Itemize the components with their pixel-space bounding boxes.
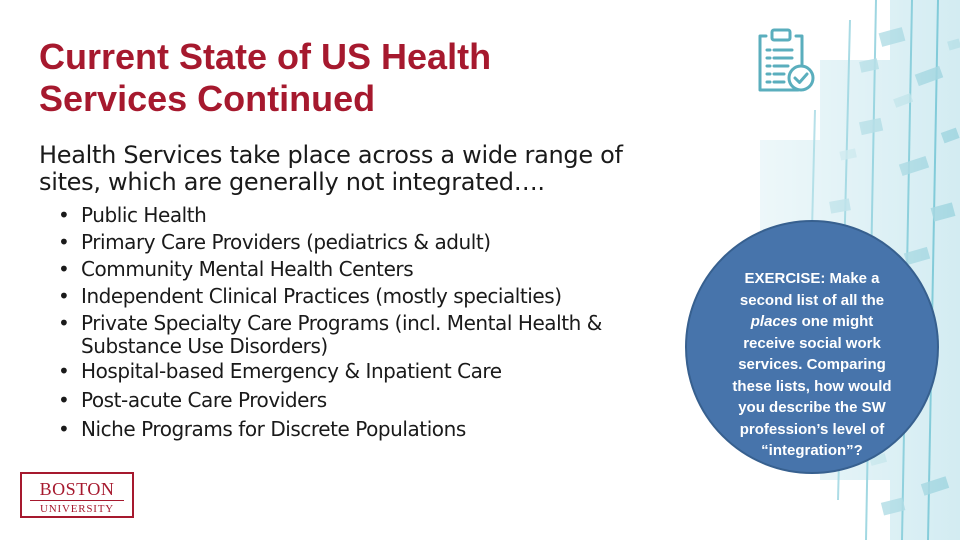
bullet-icon: • — [58, 311, 70, 335]
title-line: Current State of US Health — [39, 36, 492, 77]
bullet-icon: • — [58, 203, 70, 227]
exercise-line: “integration”? — [761, 442, 863, 459]
bullet-icon: • — [58, 284, 70, 308]
exercise-text: EXERCISE: Make a second list of all the … — [705, 268, 919, 462]
bullet-icon: • — [58, 359, 70, 383]
list-item-text: Primary Care Providers (pediatrics & adu… — [81, 230, 491, 254]
intro-line: Health Services take place across a wide… — [39, 141, 623, 169]
bullet-icon: • — [58, 230, 70, 254]
list-item: • Private Specialty Care Programs (incl. … — [55, 312, 655, 358]
list-item: • Independent Clinical Practices (mostly … — [55, 285, 655, 308]
exercise-label: EXERCISE: — [744, 270, 826, 287]
list-item-text: Independent Clinical Practices (mostly s… — [81, 284, 562, 308]
list-item: • Post-acute Care Providers — [55, 389, 655, 412]
slide-title: Current State of US Health Services Cont… — [39, 36, 699, 120]
list-item: • Primary Care Providers (pediatrics & ad… — [55, 231, 655, 254]
exercise-emphasis: places — [750, 313, 798, 330]
exercise-line: these lists, how would — [732, 377, 892, 395]
list-item-text: Private Specialty Care Programs (incl. M… — [81, 311, 602, 335]
list-item: • Niche Programs for Discrete Populations — [55, 418, 655, 441]
exercise-line: profession’s level of — [739, 420, 885, 438]
bullet-icon: • — [58, 257, 70, 281]
list-item-text: Post-acute Care Providers — [81, 388, 327, 412]
exercise-line: second list of all the — [739, 291, 885, 309]
list-item: • Hospital-based Emergency & Inpatient Ca… — [55, 360, 655, 383]
exercise-line: services. Comparing — [738, 356, 886, 373]
bullet-icon: • — [58, 417, 70, 441]
list-item-text: Hospital-based Emergency & Inpatient Car… — [81, 359, 502, 383]
title-line: Services Continued — [39, 78, 376, 119]
list-item-text: Public Health — [81, 203, 207, 227]
exercise-line: you describe the SW — [738, 399, 886, 416]
list-item-text: Substance Use Disorders) — [81, 334, 328, 358]
logo-rule — [30, 500, 124, 501]
boston-university-logo: BOSTON UNIVERSITY — [20, 472, 134, 518]
exercise-line: Make a — [825, 270, 880, 287]
clipboard-check-icon — [758, 28, 815, 92]
intro-text: Health Services take place across a wide… — [39, 142, 729, 196]
bullet-list: • Public Health • Primary Care Providers (… — [55, 204, 655, 447]
logo-line-1: BOSTON — [39, 479, 115, 499]
list-item: • Public Health — [55, 204, 655, 227]
exercise-line: receive social work — [743, 334, 881, 352]
exercise-line: one might — [797, 313, 874, 330]
list-item-text: Niche Programs for Discrete Populations — [81, 417, 466, 441]
bullet-icon: • — [58, 388, 70, 412]
list-item-text: Community Mental Health Centers — [81, 257, 414, 281]
list-item: • Community Mental Health Centers — [55, 258, 655, 281]
exercise-circle — [685, 220, 939, 474]
intro-line: sites, which are generally not integrate… — [39, 168, 545, 196]
logo-line-2: UNIVERSITY — [40, 503, 114, 515]
